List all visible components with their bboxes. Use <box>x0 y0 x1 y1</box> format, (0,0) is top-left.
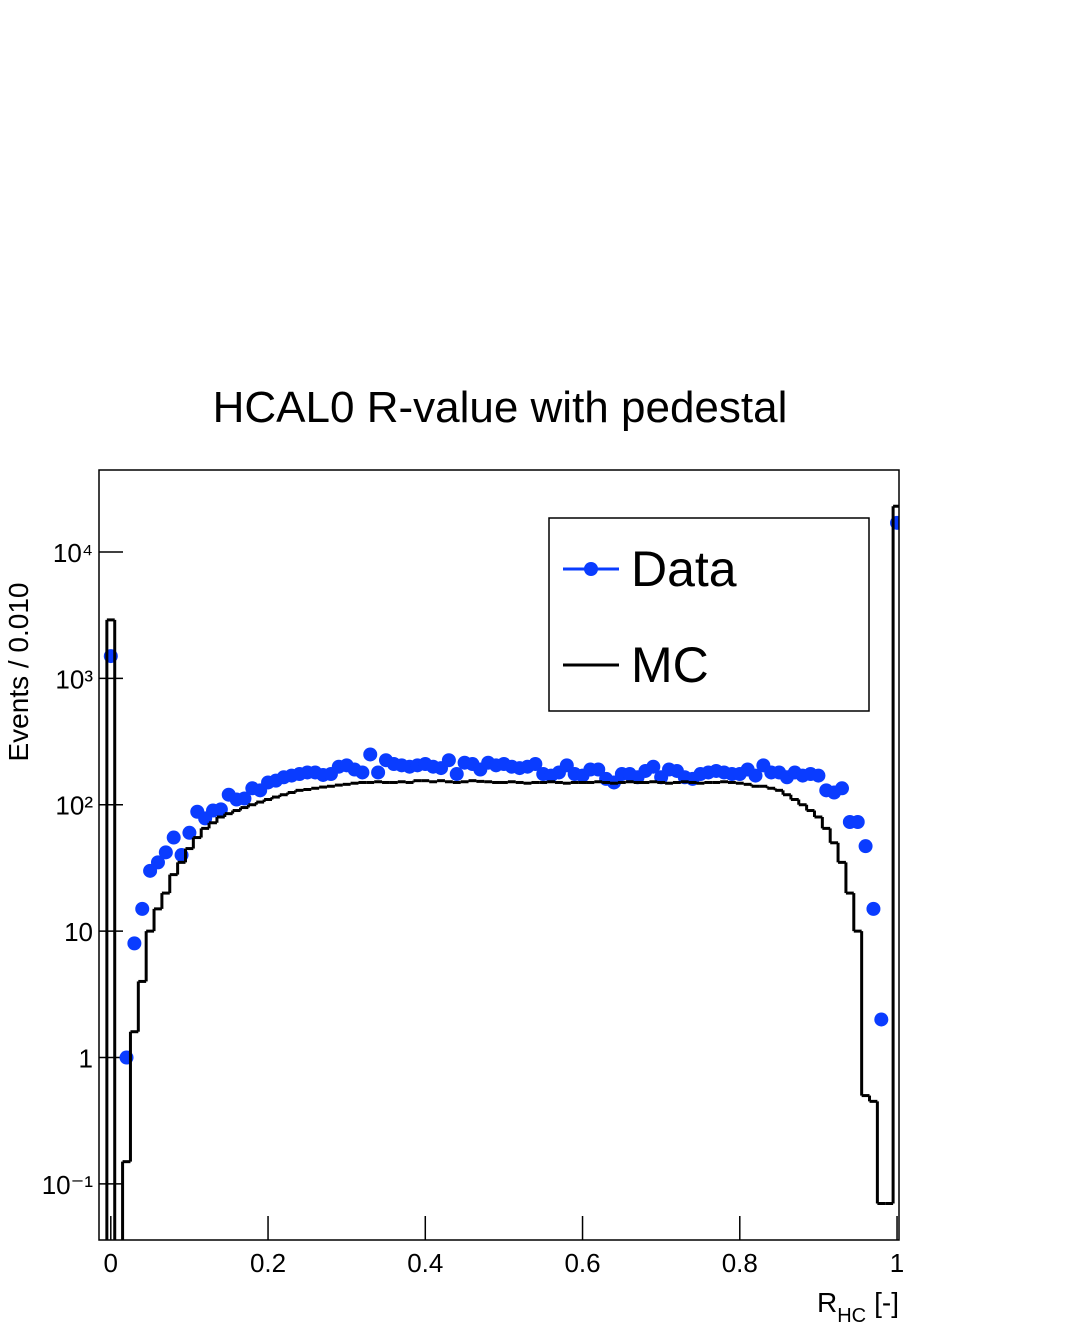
plot-frame <box>98 469 900 1241</box>
data-point <box>135 901 150 916</box>
data-point <box>850 815 865 830</box>
x-tick-label: 0.2 <box>250 1248 286 1278</box>
y-tick-label: 1 <box>79 1044 93 1074</box>
data-point <box>748 768 763 783</box>
y-tick-label: 10⁻¹ <box>42 1170 94 1200</box>
x-tick-label: 1 <box>890 1248 904 1278</box>
y-tick-label: 10⁴ <box>53 538 93 568</box>
data-point <box>150 855 165 870</box>
data-point <box>363 747 378 762</box>
data-point <box>237 791 252 806</box>
data-point <box>158 845 173 860</box>
x-tick-label: 0.6 <box>564 1248 600 1278</box>
legend-label: MC <box>631 637 709 693</box>
legend-marker <box>584 562 598 576</box>
data-point <box>355 765 370 780</box>
data-point <box>449 767 464 782</box>
data-point <box>166 830 181 845</box>
legend-box <box>548 517 870 712</box>
x-tick-label: 0.4 <box>407 1248 443 1278</box>
data-point <box>371 765 386 780</box>
plot-area <box>103 504 899 1240</box>
x-label-main: R <box>817 1287 837 1318</box>
data-point <box>127 936 142 951</box>
x-label-sub: HC <box>837 1305 866 1327</box>
data-point <box>528 757 543 772</box>
data-point <box>811 768 826 783</box>
data-point <box>866 901 881 916</box>
x-label-unit: [-] <box>874 1287 899 1318</box>
legend-label: Data <box>631 541 737 597</box>
data-point <box>213 802 228 817</box>
data-point <box>591 762 606 777</box>
data-point <box>858 839 873 854</box>
data-point <box>646 759 661 774</box>
x-axis-label: RHC [-] <box>817 1287 899 1327</box>
chart-title: HCAL0 R-value with pedestal <box>213 383 788 432</box>
x-tick-label: 0 <box>104 1248 118 1278</box>
data-point <box>182 825 197 840</box>
data-point <box>834 781 849 796</box>
y-axis-label: Events / 0.010 <box>3 582 34 761</box>
data-point <box>441 753 456 768</box>
y-tick-label: 10² <box>55 791 93 821</box>
y-tick-label: 10 <box>64 917 93 947</box>
data-point <box>874 1012 889 1027</box>
x-tick-label: 0.8 <box>722 1248 758 1278</box>
y-tick-label: 10³ <box>55 664 93 694</box>
